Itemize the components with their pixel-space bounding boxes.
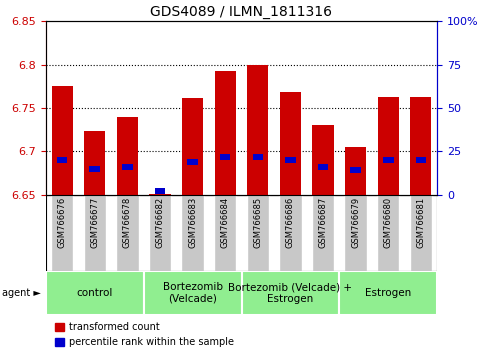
- Text: GDS4089 / ILMN_1811316: GDS4089 / ILMN_1811316: [151, 5, 332, 19]
- Text: GSM766676: GSM766676: [57, 197, 67, 248]
- Bar: [181, 195, 204, 271]
- Bar: [344, 195, 367, 271]
- Text: GSM766679: GSM766679: [351, 197, 360, 248]
- Bar: [57, 157, 68, 163]
- Text: GSM766687: GSM766687: [318, 197, 327, 248]
- Bar: [155, 188, 165, 194]
- Bar: [339, 271, 437, 315]
- Bar: [377, 195, 399, 271]
- Bar: [383, 157, 394, 163]
- Text: agent ►: agent ►: [2, 288, 41, 298]
- Bar: [220, 154, 230, 160]
- Text: Estrogen: Estrogen: [365, 288, 412, 298]
- Bar: [149, 194, 170, 195]
- Bar: [318, 164, 328, 170]
- Bar: [410, 195, 432, 271]
- Text: Bortezomib
(Velcade): Bortezomib (Velcade): [163, 282, 223, 304]
- Text: GSM766681: GSM766681: [416, 197, 426, 248]
- Bar: [117, 116, 138, 195]
- Text: GSM766684: GSM766684: [221, 197, 230, 248]
- Text: GSM766682: GSM766682: [156, 197, 165, 248]
- Text: Bortezomib (Velcade) +
Estrogen: Bortezomib (Velcade) + Estrogen: [228, 282, 353, 304]
- Bar: [214, 195, 237, 271]
- Bar: [410, 97, 431, 195]
- Bar: [182, 98, 203, 195]
- Bar: [46, 271, 144, 315]
- Text: GSM766686: GSM766686: [286, 197, 295, 248]
- Bar: [242, 271, 339, 315]
- Text: GSM766683: GSM766683: [188, 197, 197, 248]
- Bar: [285, 157, 296, 163]
- Bar: [149, 195, 171, 271]
- Bar: [84, 131, 105, 195]
- Bar: [144, 271, 242, 315]
- Text: GSM766678: GSM766678: [123, 197, 132, 248]
- Bar: [280, 92, 301, 195]
- Bar: [253, 154, 263, 160]
- Bar: [51, 195, 73, 271]
- Bar: [122, 164, 133, 170]
- Text: GSM766685: GSM766685: [253, 197, 262, 248]
- Bar: [214, 71, 236, 195]
- Bar: [246, 195, 269, 271]
- Bar: [378, 97, 399, 195]
- Bar: [89, 166, 100, 172]
- Text: control: control: [77, 288, 113, 298]
- Bar: [279, 195, 302, 271]
- Bar: [350, 167, 361, 173]
- Bar: [345, 147, 366, 195]
- Bar: [116, 195, 139, 271]
- Bar: [312, 195, 334, 271]
- Bar: [313, 125, 334, 195]
- Text: GSM766680: GSM766680: [384, 197, 393, 248]
- Bar: [415, 157, 426, 163]
- Bar: [247, 64, 269, 195]
- Legend: transformed count, percentile rank within the sample: transformed count, percentile rank withi…: [51, 318, 238, 351]
- Bar: [187, 159, 198, 165]
- Text: GSM766677: GSM766677: [90, 197, 99, 248]
- Bar: [84, 195, 106, 271]
- Bar: [52, 86, 73, 195]
